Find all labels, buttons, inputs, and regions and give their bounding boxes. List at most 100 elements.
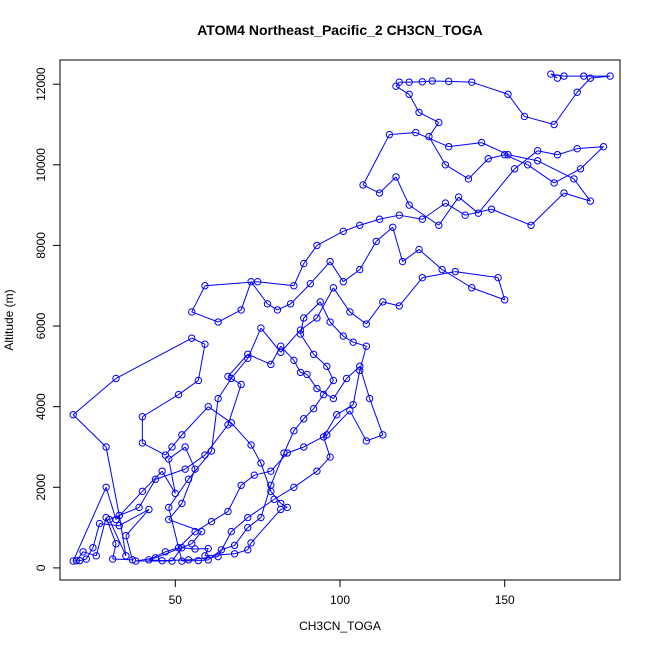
data-point [174, 544, 183, 552]
series-segment [204, 281, 258, 287]
series-segment [260, 462, 272, 492]
data-point [395, 78, 403, 86]
series-segment [395, 85, 410, 95]
data-point [326, 453, 334, 461]
data-point [412, 128, 420, 137]
data-point [178, 557, 186, 565]
data-point [283, 503, 291, 512]
data-point [122, 531, 130, 540]
data-point [178, 431, 186, 439]
series-segment [323, 414, 338, 438]
series-segment [211, 398, 219, 452]
series-segment [366, 434, 383, 442]
series-segment [458, 196, 479, 214]
series-segment [398, 277, 423, 307]
series-segment [138, 478, 156, 508]
data-point [178, 499, 186, 508]
data-point [451, 267, 459, 276]
series-segment [204, 548, 209, 557]
data-point [204, 544, 212, 553]
series-segment [389, 132, 416, 136]
data-point [158, 556, 166, 565]
series-segment [181, 547, 196, 550]
data-point [576, 165, 585, 173]
series-segment [293, 263, 305, 286]
data-point [372, 237, 380, 246]
series-segment [507, 93, 525, 117]
series-segment [313, 353, 328, 367]
data-point [395, 211, 403, 219]
series-segment [168, 507, 183, 562]
plot-frame [59, 59, 621, 581]
data-point [207, 517, 216, 526]
series-segment [92, 523, 101, 548]
data-point [362, 342, 371, 350]
data-point [329, 394, 338, 403]
series-segment [441, 269, 473, 289]
data-point [359, 181, 367, 189]
series-segment [563, 192, 591, 202]
data-point [379, 298, 387, 306]
series-segment [316, 287, 334, 319]
series-segment [491, 208, 532, 226]
series-segment [553, 91, 578, 125]
data-point [194, 556, 203, 565]
series-segment [580, 146, 604, 170]
data-point [316, 298, 324, 306]
series-segment [362, 134, 390, 186]
data-point [300, 415, 308, 423]
series-segment [352, 370, 361, 405]
series-segment [553, 168, 581, 184]
data-point [445, 77, 453, 86]
data-point [342, 374, 351, 383]
series-segment [326, 410, 351, 436]
data-point [395, 302, 403, 310]
series-segment [161, 470, 176, 494]
data-point [524, 161, 532, 169]
data-point [570, 175, 578, 183]
series-segment [171, 547, 183, 562]
data-point [188, 308, 196, 316]
data-point [296, 330, 305, 338]
data-point [122, 552, 130, 560]
series-segment [234, 549, 248, 555]
series-segment [191, 337, 206, 345]
data-point [253, 278, 262, 286]
series-segment [465, 208, 492, 216]
series-segment [250, 509, 282, 544]
data-point [290, 483, 298, 491]
series-segment [267, 303, 278, 311]
data-point [365, 394, 374, 403]
data-point [181, 465, 189, 473]
data-point [533, 157, 542, 165]
series-segment [283, 430, 295, 454]
x-tick-label: 150 [495, 593, 515, 607]
series-segment [527, 164, 555, 184]
series-segment [257, 281, 294, 287]
data-point [323, 362, 331, 371]
series-segment [359, 346, 367, 371]
series-segment [72, 487, 107, 562]
data-point [95, 519, 104, 528]
y-tick-label: 8000 [34, 232, 48, 259]
data-point [158, 467, 166, 475]
data-point [435, 221, 443, 229]
data-point [313, 241, 321, 250]
series-segment [198, 559, 209, 562]
series-segment [217, 378, 232, 399]
data-point [385, 130, 394, 139]
data-point [194, 376, 203, 385]
series-segment [109, 506, 140, 520]
series-segment [392, 227, 404, 262]
series-segment [524, 115, 555, 125]
data-point [418, 273, 427, 282]
data-point [247, 441, 255, 449]
series-segment [148, 559, 163, 562]
series-segment [207, 406, 232, 424]
series-segment [247, 353, 272, 365]
data-point [527, 221, 535, 229]
data-point [250, 471, 259, 479]
data-point [356, 366, 364, 375]
series-segment [280, 502, 288, 508]
